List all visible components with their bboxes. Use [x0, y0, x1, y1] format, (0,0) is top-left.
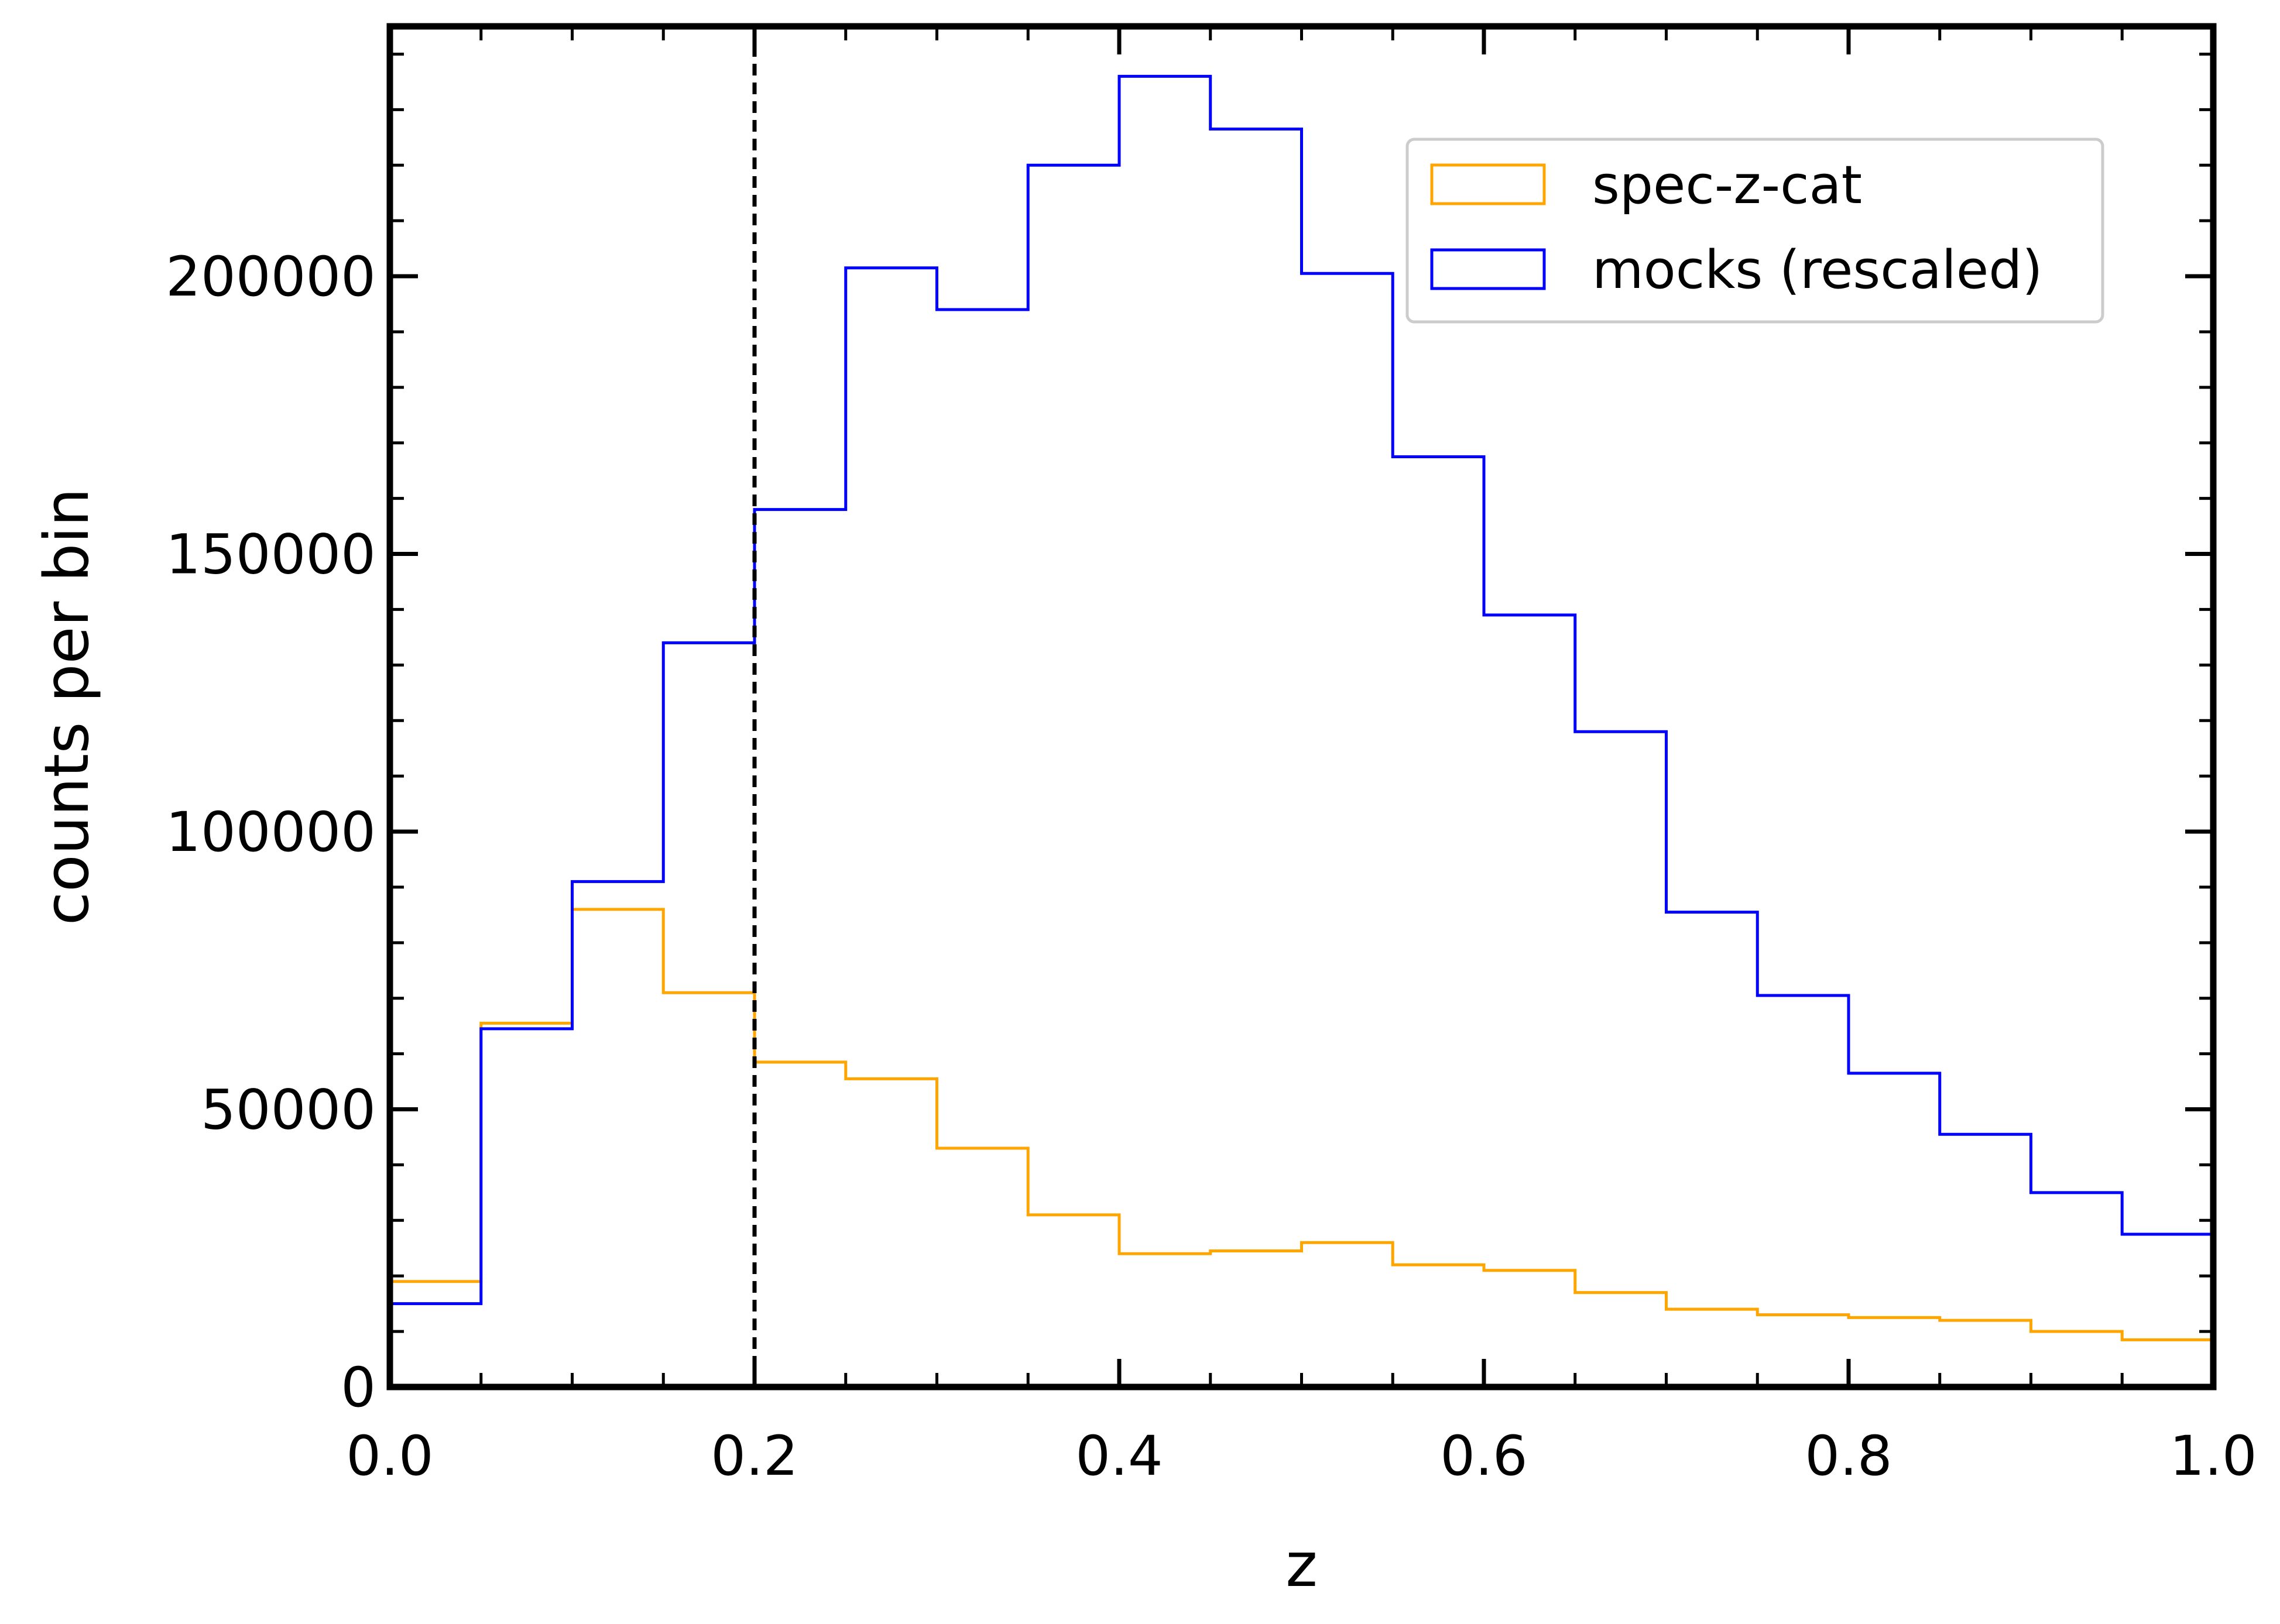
y-axis-title: counts per bin — [31, 488, 102, 925]
y-tick-label: 0 — [341, 1356, 376, 1420]
x-axis-title: z — [1285, 1529, 1318, 1601]
legend-label: mocks (rescaled) — [1592, 239, 2042, 301]
x-tick-label: 0.4 — [1075, 1424, 1163, 1488]
legend-label: spec-z-cat — [1592, 154, 1862, 216]
legend-swatch — [1430, 163, 1546, 205]
y-tick-label: 50000 — [201, 1079, 376, 1142]
x-tick-label: 0.6 — [1440, 1424, 1528, 1488]
legend-box — [1405, 138, 2104, 324]
plot-frame — [386, 23, 2217, 1390]
x-tick-label: 1.0 — [2169, 1424, 2257, 1488]
y-tick-label: 150000 — [166, 523, 376, 587]
legend-swatch — [1430, 248, 1546, 290]
histogram-series-mocks-rescaled — [388, 74, 2215, 1387]
y-tick-label: 100000 — [166, 801, 376, 864]
x-tick-label: 0.2 — [711, 1424, 798, 1488]
x-tick-label: 0.8 — [1805, 1424, 1892, 1488]
y-tick-label: 200000 — [166, 245, 376, 309]
x-tick-label: 0.0 — [346, 1424, 434, 1488]
histogram-series-spec-z-cat — [388, 908, 2215, 1387]
